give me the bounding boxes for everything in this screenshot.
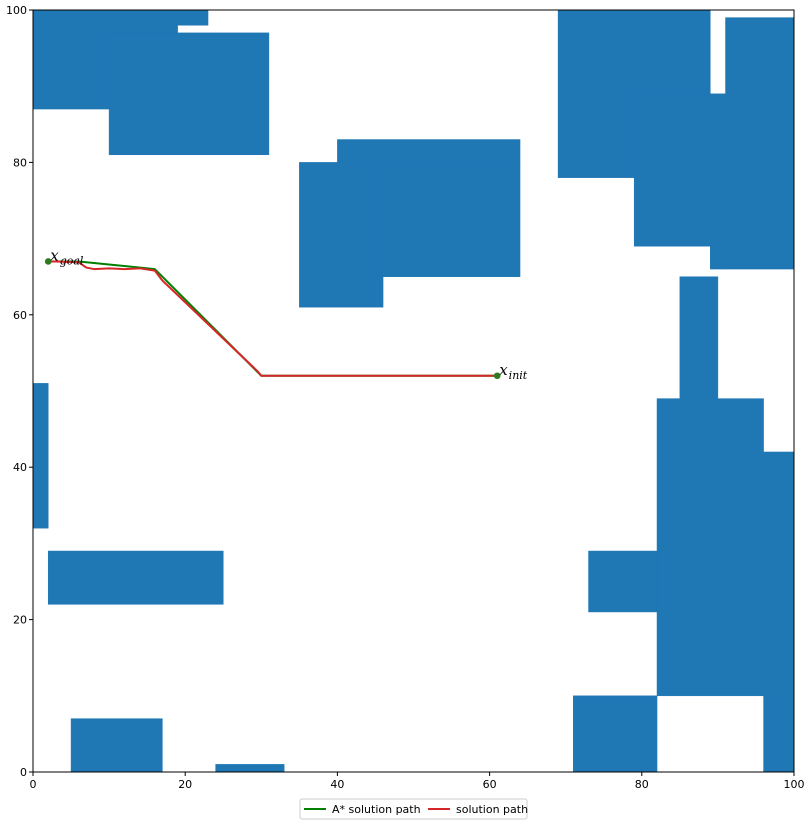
point-init — [493, 372, 501, 380]
obstacle-18 — [70, 718, 163, 773]
x-tick-label-3: 60 — [483, 778, 497, 791]
y-tick-label-5: 100 — [6, 4, 27, 17]
y-tick-label-3: 60 — [13, 309, 27, 322]
x-tick-label-1: 20 — [178, 778, 192, 791]
point-sublabel-goal: goal — [60, 254, 84, 267]
plot-frame — [32, 9, 795, 773]
obstacle-11 — [656, 398, 764, 697]
obstacle-15 — [778, 695, 795, 773]
y-tick-label-0: 0 — [20, 766, 27, 779]
x-tick-label-5: 100 — [784, 778, 805, 791]
obstacle-7 — [725, 17, 795, 270]
obstacle-10 — [679, 276, 719, 399]
obstacle-2 — [108, 32, 270, 156]
point-goal — [44, 258, 52, 265]
x-tick-label-2: 40 — [330, 778, 344, 791]
x-tick-label-0: 0 — [30, 778, 37, 791]
legend: A* solution path solution path — [299, 798, 528, 820]
obstacle-8 — [633, 93, 726, 247]
y-tick-label-2: 40 — [13, 461, 27, 474]
series-line-1 — [47, 260, 499, 377]
obstacle-13 — [588, 550, 658, 613]
legend-label-1: solution path — [456, 803, 528, 816]
y-tick-label-4: 80 — [13, 156, 27, 169]
obstacle-17 — [47, 550, 224, 605]
obstacle-5 — [337, 139, 521, 163]
obstacle-3 — [299, 162, 384, 308]
y-tick-label-1: 20 — [13, 614, 27, 627]
obstacles-group — [32, 9, 795, 773]
obstacle-16 — [32, 383, 49, 529]
point-sublabel-init: init — [509, 369, 528, 382]
legend-box — [299, 798, 528, 820]
legend-label-0: A* solution path — [332, 803, 421, 816]
obstacle-1 — [177, 9, 209, 26]
obstacle-19 — [215, 764, 285, 773]
obstacle-4 — [382, 162, 521, 277]
obstacle-14 — [573, 695, 658, 773]
obstacle-9 — [710, 245, 726, 270]
x-tick-label-4: 80 — [635, 778, 649, 791]
